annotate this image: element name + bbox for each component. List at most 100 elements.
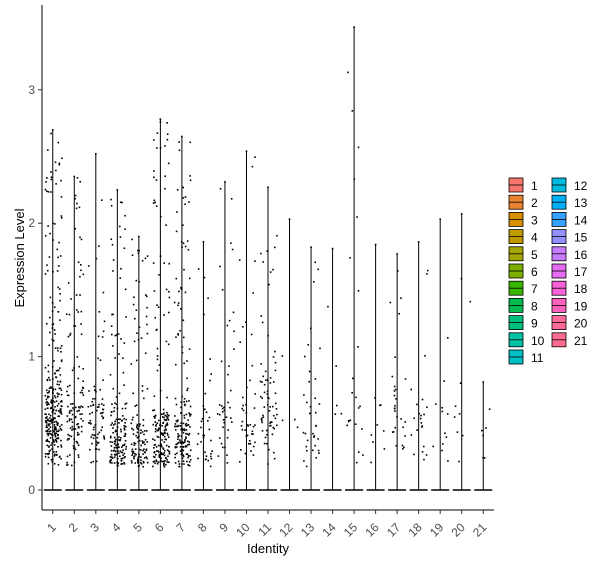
point-1: [57, 464, 60, 466]
point-5: [133, 457, 135, 460]
point-10: [242, 326, 244, 328]
point-13: [314, 444, 316, 447]
point-7: [176, 443, 178, 445]
point-7: [180, 428, 183, 431]
point-15: [356, 216, 358, 218]
point-3: [94, 424, 97, 426]
point-6: [155, 459, 158, 462]
point-16: [374, 397, 376, 399]
point-11: [263, 442, 266, 445]
point-3: [89, 413, 91, 415]
point-7: [179, 329, 181, 332]
point-1: [55, 376, 57, 378]
point-1: [54, 426, 57, 428]
point-4: [114, 453, 116, 456]
point-9: [233, 348, 235, 350]
point-1: [45, 389, 48, 392]
point-3: [103, 436, 106, 439]
point-1: [46, 403, 49, 406]
point-9: [220, 442, 223, 445]
point-1: [49, 407, 52, 410]
point-5: [145, 449, 148, 452]
point-6: [165, 224, 167, 226]
point-3: [100, 412, 103, 414]
point-6: [152, 461, 155, 463]
point-7: [176, 211, 178, 213]
point-1: [60, 389, 63, 391]
point-4: [115, 429, 117, 432]
point-7: [183, 441, 186, 444]
point-15: [357, 290, 360, 292]
point-1: [56, 395, 59, 398]
point-5: [141, 431, 144, 433]
point-17: [400, 418, 402, 420]
point-5: [140, 444, 142, 447]
point-3: [87, 265, 90, 267]
point-17: [401, 444, 404, 447]
point-6: [153, 447, 155, 449]
point-7: [180, 288, 183, 291]
point-4: [111, 403, 113, 405]
point-6: [167, 162, 170, 165]
point-11: [260, 419, 263, 422]
point-5: [131, 450, 133, 453]
point-6: [161, 432, 163, 435]
legend-label-7: 7: [531, 282, 538, 296]
point-1: [60, 413, 63, 415]
point-3: [90, 422, 92, 425]
point-6: [167, 343, 170, 346]
point-4: [117, 443, 119, 446]
point-10: [252, 292, 255, 294]
point-2: [70, 298, 72, 300]
point-7: [184, 291, 187, 294]
point-6: [163, 452, 166, 454]
point-4: [109, 373, 112, 376]
point-10: [251, 364, 254, 367]
point-1: [56, 433, 59, 436]
point-2: [67, 385, 69, 388]
point-1: [47, 423, 50, 426]
point-7: [177, 441, 180, 444]
point-9: [225, 416, 228, 419]
point-6: [164, 463, 167, 466]
point-1: [51, 310, 54, 312]
point-5: [145, 430, 148, 432]
point-4: [115, 444, 117, 447]
point-1: [54, 388, 57, 391]
point-1: [55, 183, 57, 185]
point-4: [115, 453, 118, 456]
point-6: [166, 122, 168, 124]
point-4: [118, 225, 121, 228]
point-1: [53, 441, 55, 443]
point-4: [119, 277, 122, 279]
point-7: [174, 429, 177, 431]
point-8: [197, 432, 200, 435]
point-8: [209, 379, 211, 382]
point-5: [143, 397, 145, 400]
point-4: [124, 407, 127, 410]
point-6: [152, 262, 155, 264]
point-19: [442, 443, 444, 445]
point-3: [97, 441, 100, 444]
x-tick-label: 9: [216, 520, 231, 535]
point-3: [94, 448, 97, 450]
point-19: [443, 380, 446, 382]
point-1: [57, 349, 59, 352]
point-6: [158, 427, 160, 429]
point-5: [136, 414, 138, 416]
point-1: [59, 387, 62, 390]
point-6: [165, 438, 168, 441]
point-4: [112, 450, 115, 452]
point-7: [187, 419, 189, 421]
point-5: [145, 456, 148, 458]
point-9: [226, 324, 229, 327]
point-6: [164, 426, 167, 428]
point-11: [273, 246, 276, 249]
point-2: [66, 455, 69, 458]
point-max-10: [245, 150, 248, 152]
point-2: [69, 332, 72, 335]
point-15: [355, 461, 358, 464]
point-6: [159, 215, 162, 218]
point-7: [182, 449, 185, 452]
point-6: [160, 413, 163, 416]
